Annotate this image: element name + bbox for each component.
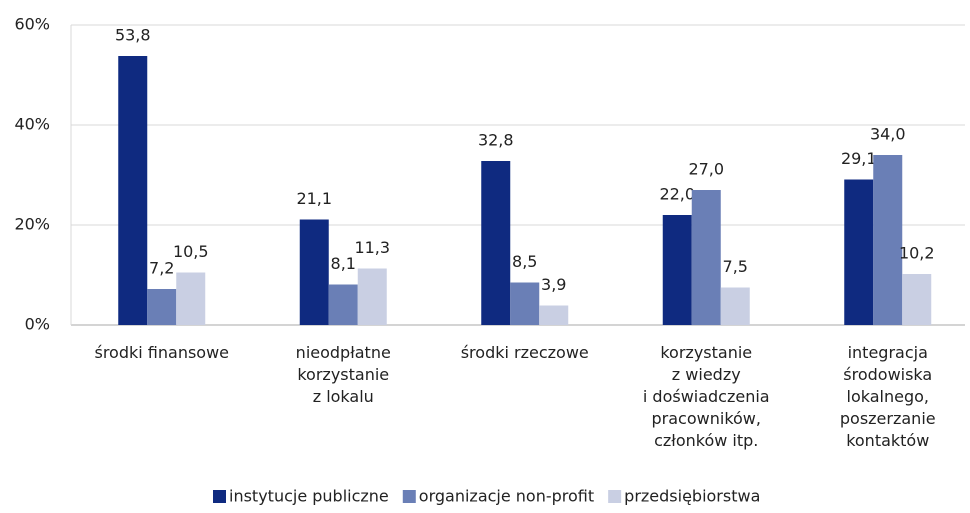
- data-label: 10,2: [899, 244, 935, 263]
- bar: [299, 219, 329, 325]
- legend-label: instytucje publiczne: [229, 487, 389, 506]
- data-label: 34,0: [870, 125, 906, 144]
- bar: [873, 155, 903, 325]
- x-tick-label: korzystanie z wiedzy i doświadczenia pracow…: [643, 343, 770, 450]
- bar: [844, 179, 874, 325]
- x-tick-label: środki finansowe: [94, 343, 229, 362]
- x-tick-label: nieodpłatne korzystanie z lokalu: [296, 343, 391, 406]
- data-label: 53,8: [115, 26, 151, 45]
- bar: [539, 305, 569, 325]
- x-tick-label: środki rzeczowe: [461, 343, 589, 362]
- y-tick-label: 0%: [25, 315, 50, 334]
- data-label: 7,2: [149, 259, 174, 278]
- y-tick-label: 40%: [14, 115, 50, 134]
- bar: [176, 272, 206, 325]
- data-label: 29,1: [841, 149, 877, 168]
- data-label: 8,1: [331, 254, 356, 273]
- data-label: 27,0: [688, 160, 724, 179]
- data-label: 10,5: [173, 242, 209, 261]
- data-label: 21,1: [296, 189, 332, 208]
- legend-label: przedsiębiorstwa: [624, 487, 760, 506]
- bar: [118, 56, 148, 325]
- data-label: 32,8: [478, 131, 514, 150]
- bar: [510, 282, 540, 325]
- data-label: 7,5: [723, 257, 748, 276]
- bar: [720, 287, 750, 325]
- bar: [328, 284, 358, 325]
- bar: [147, 289, 177, 325]
- x-tick-label: integracja środowiska lokalnego, poszerzani…: [840, 343, 936, 450]
- data-label: 3,9: [541, 275, 566, 294]
- bar: [357, 268, 387, 325]
- y-tick-label: 60%: [14, 15, 50, 34]
- legend-swatch: [402, 490, 416, 503]
- bar: [481, 161, 511, 325]
- bar: [662, 215, 692, 325]
- bar: [902, 274, 932, 325]
- legend-label: organizacje non-profit: [419, 487, 594, 506]
- bar: [691, 190, 721, 325]
- y-tick-label: 20%: [14, 215, 50, 234]
- data-label: 22,0: [659, 185, 695, 204]
- data-label: 8,5: [512, 252, 537, 271]
- legend-swatch: [608, 490, 622, 503]
- data-label: 11,3: [354, 238, 390, 257]
- legend-swatch: [213, 490, 226, 503]
